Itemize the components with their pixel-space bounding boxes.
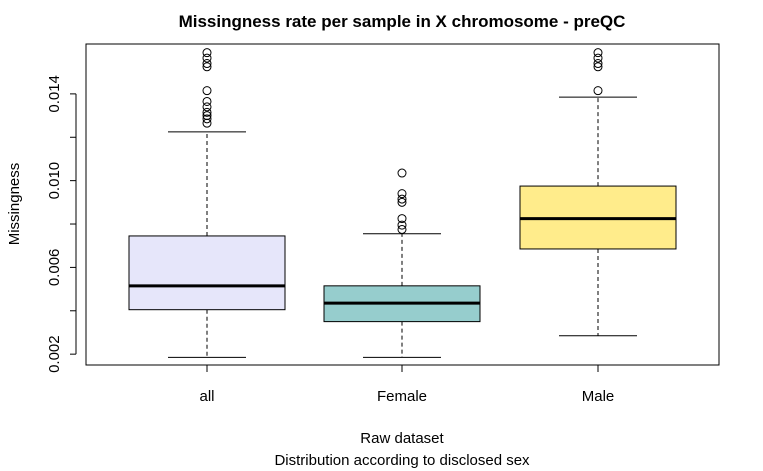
y-axis: 0.002 0.006 0.010 0.014 xyxy=(46,75,77,373)
x-tick-label: Male xyxy=(582,388,615,405)
outlier-point xyxy=(202,53,212,63)
outlier-point xyxy=(397,197,407,207)
outlier-point xyxy=(593,86,603,96)
box-male xyxy=(519,48,677,337)
chart-title: Missingness rate per sample in X chromos… xyxy=(179,12,626,31)
x-tick-label: Female xyxy=(377,388,427,405)
outlier-point xyxy=(397,224,407,234)
outlier-point xyxy=(202,102,212,112)
outlier-point xyxy=(593,62,603,72)
box-all xyxy=(128,48,286,358)
y-tick-label: 0.014 xyxy=(46,75,63,113)
box-iqr xyxy=(128,235,286,311)
outlier-point xyxy=(593,59,603,69)
outlier-point xyxy=(202,62,212,72)
y-tick-label: 0.006 xyxy=(46,249,63,287)
outlier-point xyxy=(397,220,407,230)
outlier-point xyxy=(397,168,407,178)
y-tick-label: 0.002 xyxy=(46,335,63,373)
x-axis-label: Raw dataset xyxy=(360,430,444,447)
outlier-point xyxy=(202,114,212,124)
x-axis-sublabel: Distribution according to disclosed sex xyxy=(274,452,530,469)
outlier-point xyxy=(202,48,212,58)
x-axis: all Female Male xyxy=(199,364,615,405)
x-tick-label: all xyxy=(199,388,214,405)
outlier-point xyxy=(397,189,407,199)
outlier-point xyxy=(202,111,212,121)
outlier-point xyxy=(202,96,212,106)
outlier-point xyxy=(202,59,212,69)
box-female xyxy=(323,168,481,358)
boxes xyxy=(128,48,677,358)
outlier-point xyxy=(593,48,603,58)
outlier-point xyxy=(202,86,212,96)
y-axis-label: Missingness xyxy=(6,163,23,246)
y-tick-label: 0.010 xyxy=(46,162,63,200)
outlier-point xyxy=(202,107,212,117)
outlier-point xyxy=(397,194,407,204)
outlier-point xyxy=(593,53,603,63)
outlier-point xyxy=(397,214,407,224)
